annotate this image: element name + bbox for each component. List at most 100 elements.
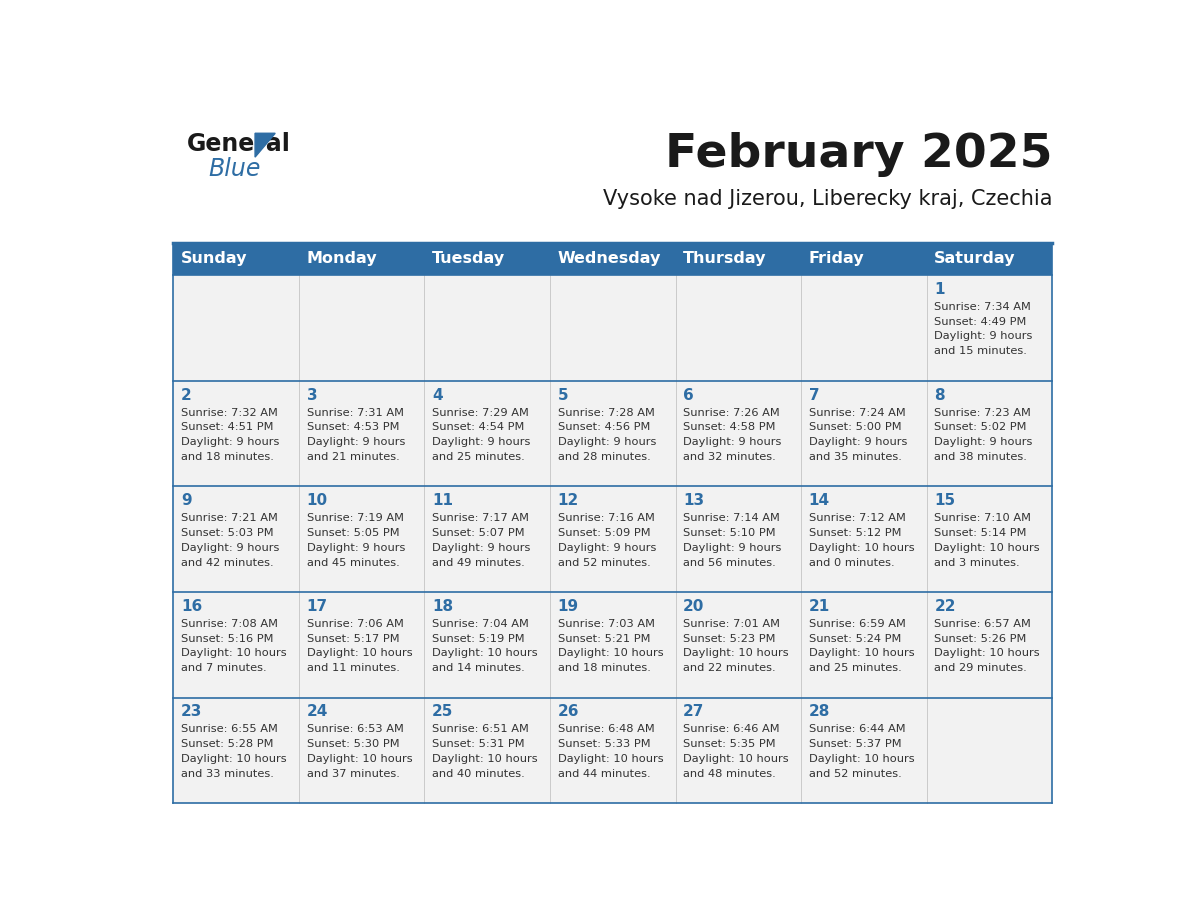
Text: 14: 14 [809, 493, 830, 509]
Text: Sunrise: 7:16 AM: Sunrise: 7:16 AM [557, 513, 655, 523]
Text: Sunrise: 7:12 AM: Sunrise: 7:12 AM [809, 513, 905, 523]
Text: Daylight: 10 hours: Daylight: 10 hours [432, 648, 538, 658]
Text: Sunset: 4:51 PM: Sunset: 4:51 PM [181, 422, 273, 432]
Text: Sunset: 5:17 PM: Sunset: 5:17 PM [307, 633, 399, 644]
Text: Sunrise: 7:29 AM: Sunrise: 7:29 AM [432, 408, 529, 418]
Text: Sunrise: 7:26 AM: Sunrise: 7:26 AM [683, 408, 781, 418]
Bar [424, 381, 550, 487]
Text: Sunrise: 6:57 AM: Sunrise: 6:57 AM [934, 619, 1031, 629]
Text: and 42 minutes.: and 42 minutes. [181, 557, 273, 567]
Polygon shape [255, 133, 276, 157]
Text: Daylight: 10 hours: Daylight: 10 hours [181, 754, 286, 764]
Bar [550, 274, 676, 381]
Text: Sunset: 4:49 PM: Sunset: 4:49 PM [934, 317, 1026, 327]
Text: Sunrise: 6:59 AM: Sunrise: 6:59 AM [809, 619, 905, 629]
Text: Sunrise: 7:31 AM: Sunrise: 7:31 AM [307, 408, 404, 418]
Text: Sunset: 5:21 PM: Sunset: 5:21 PM [557, 633, 650, 644]
Text: 18: 18 [432, 599, 454, 614]
Bar [801, 487, 927, 592]
Bar [676, 381, 801, 487]
Text: Sunrise: 6:53 AM: Sunrise: 6:53 AM [307, 724, 404, 734]
Text: Daylight: 9 hours: Daylight: 9 hours [934, 331, 1032, 341]
Text: February 2025: February 2025 [664, 131, 1053, 177]
Text: Sunrise: 6:46 AM: Sunrise: 6:46 AM [683, 724, 779, 734]
Text: 6: 6 [683, 387, 694, 402]
Bar [676, 592, 801, 698]
Text: Daylight: 9 hours: Daylight: 9 hours [809, 437, 908, 447]
Text: Daylight: 9 hours: Daylight: 9 hours [557, 543, 656, 553]
Bar [173, 592, 299, 698]
Bar [801, 274, 927, 381]
Text: Sunset: 5:26 PM: Sunset: 5:26 PM [934, 633, 1026, 644]
Bar [173, 381, 299, 487]
Text: and 33 minutes.: and 33 minutes. [181, 768, 274, 778]
Text: Daylight: 10 hours: Daylight: 10 hours [809, 543, 915, 553]
Text: 20: 20 [683, 599, 704, 614]
Bar [173, 698, 299, 803]
Text: and 56 minutes.: and 56 minutes. [683, 557, 776, 567]
Bar [299, 698, 424, 803]
Text: and 7 minutes.: and 7 minutes. [181, 663, 266, 673]
Text: Sunrise: 7:32 AM: Sunrise: 7:32 AM [181, 408, 278, 418]
Text: 3: 3 [307, 387, 317, 402]
Text: Sunrise: 7:21 AM: Sunrise: 7:21 AM [181, 513, 278, 523]
Text: and 28 minutes.: and 28 minutes. [557, 452, 651, 462]
Text: Daylight: 9 hours: Daylight: 9 hours [307, 437, 405, 447]
Text: Sunrise: 7:19 AM: Sunrise: 7:19 AM [307, 513, 404, 523]
Text: Sunrise: 7:10 AM: Sunrise: 7:10 AM [934, 513, 1031, 523]
Bar [299, 381, 424, 487]
Text: Sunset: 5:09 PM: Sunset: 5:09 PM [557, 528, 650, 538]
Bar [173, 487, 299, 592]
Text: 5: 5 [557, 387, 568, 402]
Text: 17: 17 [307, 599, 328, 614]
Text: 25: 25 [432, 704, 454, 720]
Text: and 40 minutes.: and 40 minutes. [432, 768, 525, 778]
Bar [676, 487, 801, 592]
Text: Daylight: 10 hours: Daylight: 10 hours [307, 648, 412, 658]
Text: 27: 27 [683, 704, 704, 720]
Text: and 15 minutes.: and 15 minutes. [934, 346, 1028, 356]
Text: and 18 minutes.: and 18 minutes. [557, 663, 651, 673]
Text: and 0 minutes.: and 0 minutes. [809, 557, 895, 567]
Text: 9: 9 [181, 493, 191, 509]
Text: General: General [188, 131, 291, 156]
Text: Sunset: 5:23 PM: Sunset: 5:23 PM [683, 633, 776, 644]
Text: Sunrise: 7:24 AM: Sunrise: 7:24 AM [809, 408, 905, 418]
Text: Sunset: 5:03 PM: Sunset: 5:03 PM [181, 528, 273, 538]
Text: 21: 21 [809, 599, 830, 614]
Bar [299, 592, 424, 698]
Text: Sunset: 5:33 PM: Sunset: 5:33 PM [557, 739, 650, 749]
Bar [424, 592, 550, 698]
Text: Sunday: Sunday [181, 252, 247, 266]
Text: Sunset: 4:56 PM: Sunset: 4:56 PM [557, 422, 650, 432]
Bar [299, 487, 424, 592]
Text: and 35 minutes.: and 35 minutes. [809, 452, 902, 462]
Text: 7: 7 [809, 387, 820, 402]
Text: Sunrise: 7:04 AM: Sunrise: 7:04 AM [432, 619, 529, 629]
Text: and 52 minutes.: and 52 minutes. [809, 768, 902, 778]
Text: Sunset: 5:12 PM: Sunset: 5:12 PM [809, 528, 902, 538]
Text: 19: 19 [557, 599, 579, 614]
Text: and 25 minutes.: and 25 minutes. [432, 452, 525, 462]
Text: Daylight: 9 hours: Daylight: 9 hours [432, 543, 531, 553]
Text: Sunset: 5:02 PM: Sunset: 5:02 PM [934, 422, 1026, 432]
Text: Daylight: 9 hours: Daylight: 9 hours [181, 543, 279, 553]
Text: Sunrise: 7:34 AM: Sunrise: 7:34 AM [934, 302, 1031, 312]
Text: Sunset: 4:54 PM: Sunset: 4:54 PM [432, 422, 525, 432]
Text: 16: 16 [181, 599, 202, 614]
Text: Daylight: 9 hours: Daylight: 9 hours [432, 437, 531, 447]
Bar [927, 381, 1053, 487]
Text: 15: 15 [934, 493, 955, 509]
Text: Daylight: 10 hours: Daylight: 10 hours [809, 754, 915, 764]
Text: and 45 minutes.: and 45 minutes. [307, 557, 399, 567]
Text: Daylight: 10 hours: Daylight: 10 hours [934, 543, 1040, 553]
Text: 1: 1 [934, 282, 944, 297]
Text: Sunrise: 7:03 AM: Sunrise: 7:03 AM [557, 619, 655, 629]
Text: Sunset: 5:14 PM: Sunset: 5:14 PM [934, 528, 1026, 538]
Bar [299, 274, 424, 381]
Bar [173, 242, 1053, 274]
Text: Daylight: 10 hours: Daylight: 10 hours [683, 648, 789, 658]
Text: Sunset: 5:37 PM: Sunset: 5:37 PM [809, 739, 902, 749]
Text: and 22 minutes.: and 22 minutes. [683, 663, 776, 673]
Bar [550, 381, 676, 487]
